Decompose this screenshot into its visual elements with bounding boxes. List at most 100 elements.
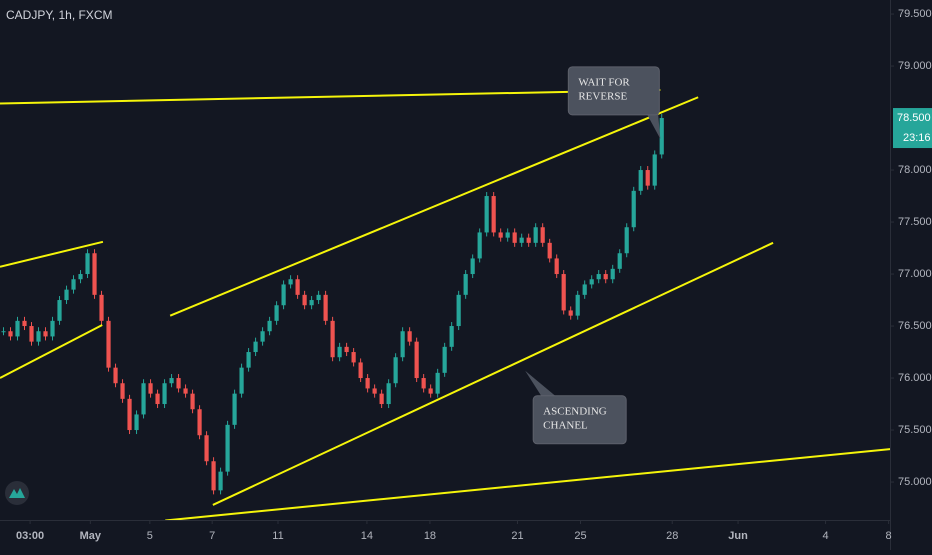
x-tick-label: 03:00 [16, 530, 44, 542]
candle-body [309, 300, 314, 306]
y-tick-label: 79.500 [898, 8, 932, 20]
candle-body [372, 388, 377, 394]
candle-body [197, 409, 202, 436]
candle-body [218, 471, 223, 491]
candle-body [561, 274, 566, 311]
x-tick-label: Jun [728, 530, 748, 542]
trendline [165, 448, 890, 520]
x-tick-label: 21 [511, 530, 523, 542]
candle-body [15, 320, 20, 337]
candle-body [463, 274, 468, 295]
trendline [212, 241, 774, 506]
trendline [0, 240, 104, 268]
plot-area [0, 88, 890, 520]
candle-body [288, 279, 293, 285]
candle-body [498, 232, 503, 238]
candle-body [120, 383, 125, 399]
candle-body [582, 284, 587, 295]
candle-body [428, 388, 433, 394]
x-tick-label: 25 [574, 530, 586, 542]
candle-body [400, 331, 405, 358]
candle-body [57, 300, 62, 321]
x-tick-label: 14 [361, 530, 373, 542]
candle-body [330, 320, 335, 358]
callout-text: CHANEL [543, 419, 588, 431]
candle-body [50, 320, 55, 337]
x-tick-label: 8 [886, 530, 892, 542]
y-tick-label: 79.000 [898, 60, 932, 72]
countdown: 23:16 [903, 132, 931, 144]
candle-body [246, 352, 251, 368]
candle-body [547, 242, 552, 259]
candle-body [323, 294, 328, 321]
candle-body [484, 196, 489, 233]
x-tick-label: 28 [666, 530, 678, 542]
candle-body [99, 294, 104, 321]
candle-body [71, 279, 76, 290]
y-tick-label: 78.000 [898, 164, 932, 176]
candle-body [575, 294, 580, 316]
candle-body [148, 383, 153, 394]
trendline [0, 324, 103, 379]
candle-body [344, 346, 349, 353]
x-tick-label: 5 [147, 530, 153, 542]
candle-body [638, 170, 643, 191]
candle-body [190, 393, 195, 410]
candle-body [456, 294, 461, 327]
y-tick-label: 77.000 [898, 268, 932, 280]
candle-body [204, 435, 209, 462]
candle-body [8, 331, 13, 337]
candle-body [22, 320, 27, 327]
candle-body [337, 346, 342, 358]
candle-body [631, 190, 636, 228]
x-tick-label: 4 [823, 530, 829, 542]
last-price-tag [893, 108, 932, 149]
candle-body [512, 232, 517, 243]
candle-body [393, 357, 398, 384]
candle-body [155, 393, 160, 405]
candle-body [386, 383, 391, 405]
candle-body [568, 310, 573, 316]
callout: WAIT FOR REVERSE [567, 66, 661, 139]
candle-body [260, 331, 265, 342]
candle-body [92, 253, 97, 295]
candle-body [281, 284, 286, 306]
candle-body [232, 393, 237, 425]
candle-body [64, 289, 69, 301]
candle-body [162, 383, 167, 405]
candle-body [36, 331, 41, 342]
callout-text: WAIT FOR [578, 76, 630, 88]
candle-body [624, 227, 629, 254]
trendline [169, 96, 699, 317]
candle-body [659, 118, 664, 155]
candle-body [596, 274, 601, 280]
last-price-label: 78.500 [897, 112, 931, 124]
candle-body [603, 274, 608, 280]
candle-body [407, 331, 412, 342]
candle-body [477, 232, 482, 259]
candle-body [295, 279, 300, 295]
callout-text: REVERSE [578, 90, 627, 102]
candle-body [645, 170, 650, 186]
candle-body [176, 378, 181, 389]
candle-body [106, 320, 111, 368]
y-tick-label: 75.500 [898, 424, 932, 436]
candle-body [302, 294, 307, 306]
x-tick-label: 11 [272, 530, 283, 542]
x-tick-label: 18 [424, 530, 436, 542]
candle-body [78, 274, 83, 280]
candle-body [85, 253, 90, 275]
candle-body [533, 227, 538, 243]
candle-body [519, 237, 524, 243]
candle-body [554, 258, 559, 275]
candle-body [379, 393, 384, 405]
candle-body [414, 341, 419, 379]
candle-body [211, 461, 216, 491]
candle-body [141, 383, 146, 415]
candle-body [274, 305, 279, 321]
candle-body [239, 367, 244, 394]
candle-body [610, 268, 615, 280]
y-tick-label: 75.000 [898, 476, 932, 488]
callout-text: ASCENDING [543, 405, 607, 417]
